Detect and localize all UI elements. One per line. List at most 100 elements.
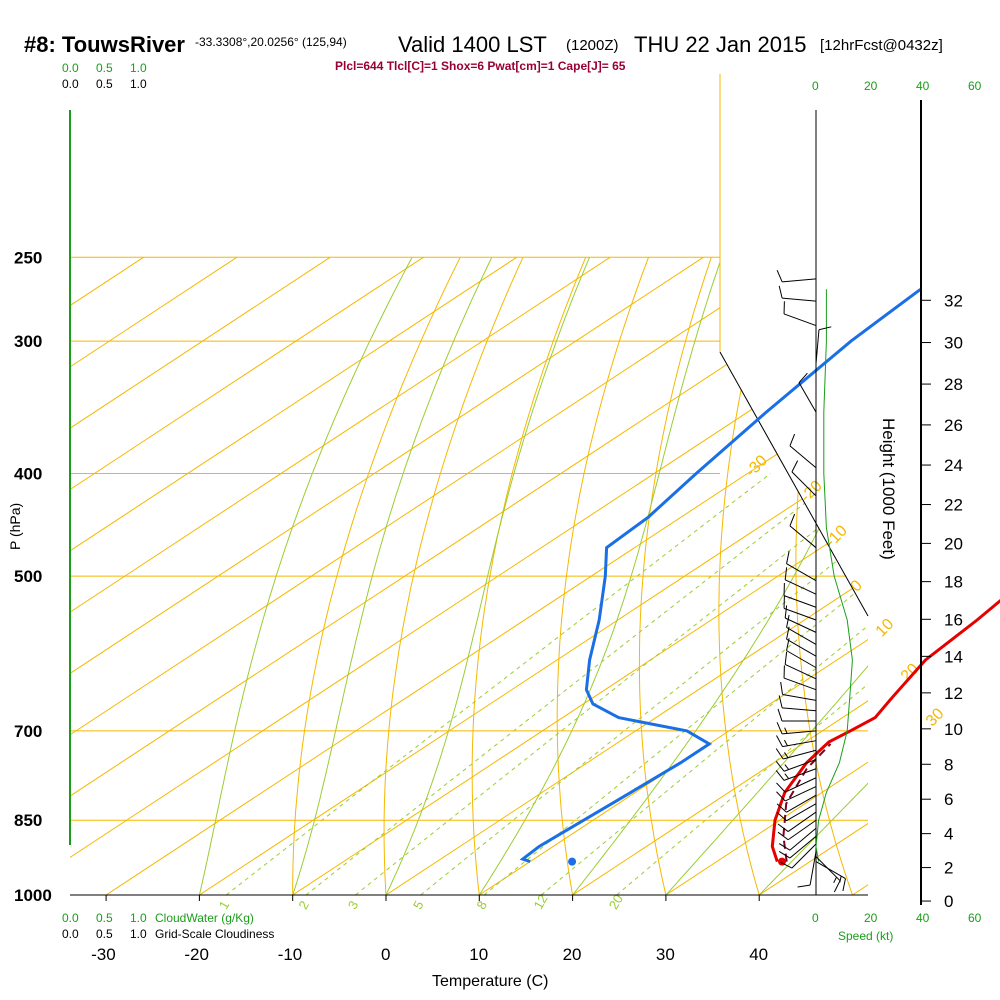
cloudwater-tick-bottom-1: 0.5 [96, 911, 113, 925]
wind-barb-feather [778, 843, 791, 851]
dry-adiabat-line [471, 257, 587, 895]
wind-barb-feather [776, 735, 783, 747]
pressure-tick-label: 300 [14, 332, 42, 351]
wind-barb-staff [782, 297, 817, 302]
wind-barb-feather [775, 770, 785, 781]
cloudwater-label: CloudWater (g/Kg) [155, 911, 254, 925]
height-tick-label: 12 [944, 684, 963, 703]
mixing-ratio-label: 1 [216, 898, 233, 912]
wind-barb-staff [786, 638, 817, 657]
temperature-tick-label: 40 [749, 945, 768, 964]
valid-date: THU 22 Jan 2015 [634, 32, 806, 57]
wind-barb-staff [787, 811, 817, 832]
height-tick-label: 24 [944, 456, 963, 475]
station-coords: -33.3308°,20.0256° (125,94) [195, 35, 347, 49]
pressure-tick-label: 250 [14, 248, 42, 267]
sounding-profiles [519, 288, 1000, 866]
zulu-time: (1200Z) [566, 37, 619, 54]
wind-barb-staff [784, 786, 817, 802]
moist-adiabat-line [478, 257, 723, 895]
isobars [70, 256, 868, 895]
mixing-ratio-label: 2 [295, 898, 312, 912]
temperature-tick-label: -30 [91, 945, 116, 964]
dry-adiabat-line [638, 257, 712, 895]
wind-barb-feather [776, 782, 786, 793]
wind-barb-staff [784, 663, 817, 680]
temperature-tick-label: -10 [278, 945, 303, 964]
wind-barb-staff [784, 777, 817, 793]
wind-barb-half-feather [783, 739, 788, 746]
pressure-tick-label: 850 [14, 811, 42, 830]
isotherm-label: 10 [873, 616, 898, 641]
mixing-ratio-line [225, 473, 771, 895]
surface-dewpoint-dot [568, 857, 577, 866]
wind-barb-half-feather [784, 752, 789, 759]
isotherm-label: 20 [898, 660, 923, 685]
mixing-ratio-label: 12 [530, 892, 550, 912]
wind-barb-feather [780, 861, 793, 869]
wind-barb-staff [815, 856, 841, 882]
temperature-tick-label: 20 [563, 945, 582, 964]
speed-axis-label: Speed (kt) [838, 929, 893, 943]
speed-tick-bottom: 0 [812, 911, 819, 925]
wind-barb-staff [789, 445, 817, 469]
wind-barb-feather [776, 722, 783, 735]
wind-barb-staff [786, 563, 817, 582]
wind-barb-staff [783, 595, 817, 608]
wind-barb-feather [791, 460, 799, 473]
cloudiness-tick-bottom-1: 0.5 [96, 927, 113, 941]
wind-barb-feather [786, 614, 790, 628]
wind-barb-feather [789, 513, 796, 527]
wind-barb-staff [786, 626, 817, 645]
pressure-axis-label: P (hPa) [7, 503, 23, 550]
wind-barb-feather [784, 605, 788, 619]
wind-barb-feather [833, 880, 841, 893]
wind-barb-staff [784, 617, 817, 633]
wind-barb-feather [776, 791, 786, 802]
moist-adiabat-line [292, 257, 493, 895]
mixing-ratio-label: 8 [473, 898, 490, 912]
wind-barb-staff [782, 693, 817, 701]
pressure-tick-label: 500 [14, 567, 42, 586]
wind-barb-staff [789, 525, 817, 549]
height-tick-label: 2 [944, 859, 953, 878]
wind-barb-feather [775, 748, 784, 760]
height-tick-label: 20 [944, 534, 963, 553]
isotherm-line [70, 256, 517, 895]
wind-barb-feather [777, 831, 789, 841]
height-tick-label: 30 [944, 334, 963, 353]
height-tick-label: 22 [944, 496, 963, 515]
wind-barb-staff [783, 749, 817, 760]
wind-barb-feather [784, 651, 788, 665]
wind-barb-feather [842, 878, 846, 892]
wind-barb-staff [786, 794, 817, 813]
height-tick-label: 4 [944, 825, 953, 844]
temperature-tick-label: 10 [469, 945, 488, 964]
wind-barb-feather [789, 433, 796, 447]
wind-barb-staff [782, 730, 817, 735]
dry-adiabat-line [292, 257, 461, 895]
wind-barb-feather [784, 567, 788, 580]
moist-adiabat-line [385, 257, 590, 895]
station-title: #8: TouwsRiver [24, 32, 185, 57]
cloud-axis-bottom: 0.0 0.5 1.0 CloudWater (g/Kg) 0.0 0.5 1.… [62, 911, 274, 941]
mixing-ratio-line [420, 473, 868, 895]
plot-frame [70, 74, 869, 896]
wind-barb-staff [783, 677, 817, 691]
dewpoint-trace [519, 288, 922, 864]
wind-barb-staff [786, 803, 817, 822]
cloudwater-tick-bottom-2: 1.0 [130, 911, 147, 925]
moist-adiabat-line [198, 257, 413, 895]
wind-barb-feather [776, 270, 783, 283]
wind-barb-feather [775, 760, 785, 772]
wind-barb-staff [798, 382, 817, 413]
wind-barb-feather [780, 681, 784, 695]
speed-tick-top: 40 [916, 79, 930, 93]
pressure-tick-label: 400 [14, 465, 42, 484]
stability-indices: Plcl=644 Tlcl[C]=1 Shox=6 Pwat[cm]=1 Cap… [335, 59, 626, 73]
wind-barb-staff [791, 471, 817, 497]
temperature-tick-label: 30 [656, 945, 675, 964]
